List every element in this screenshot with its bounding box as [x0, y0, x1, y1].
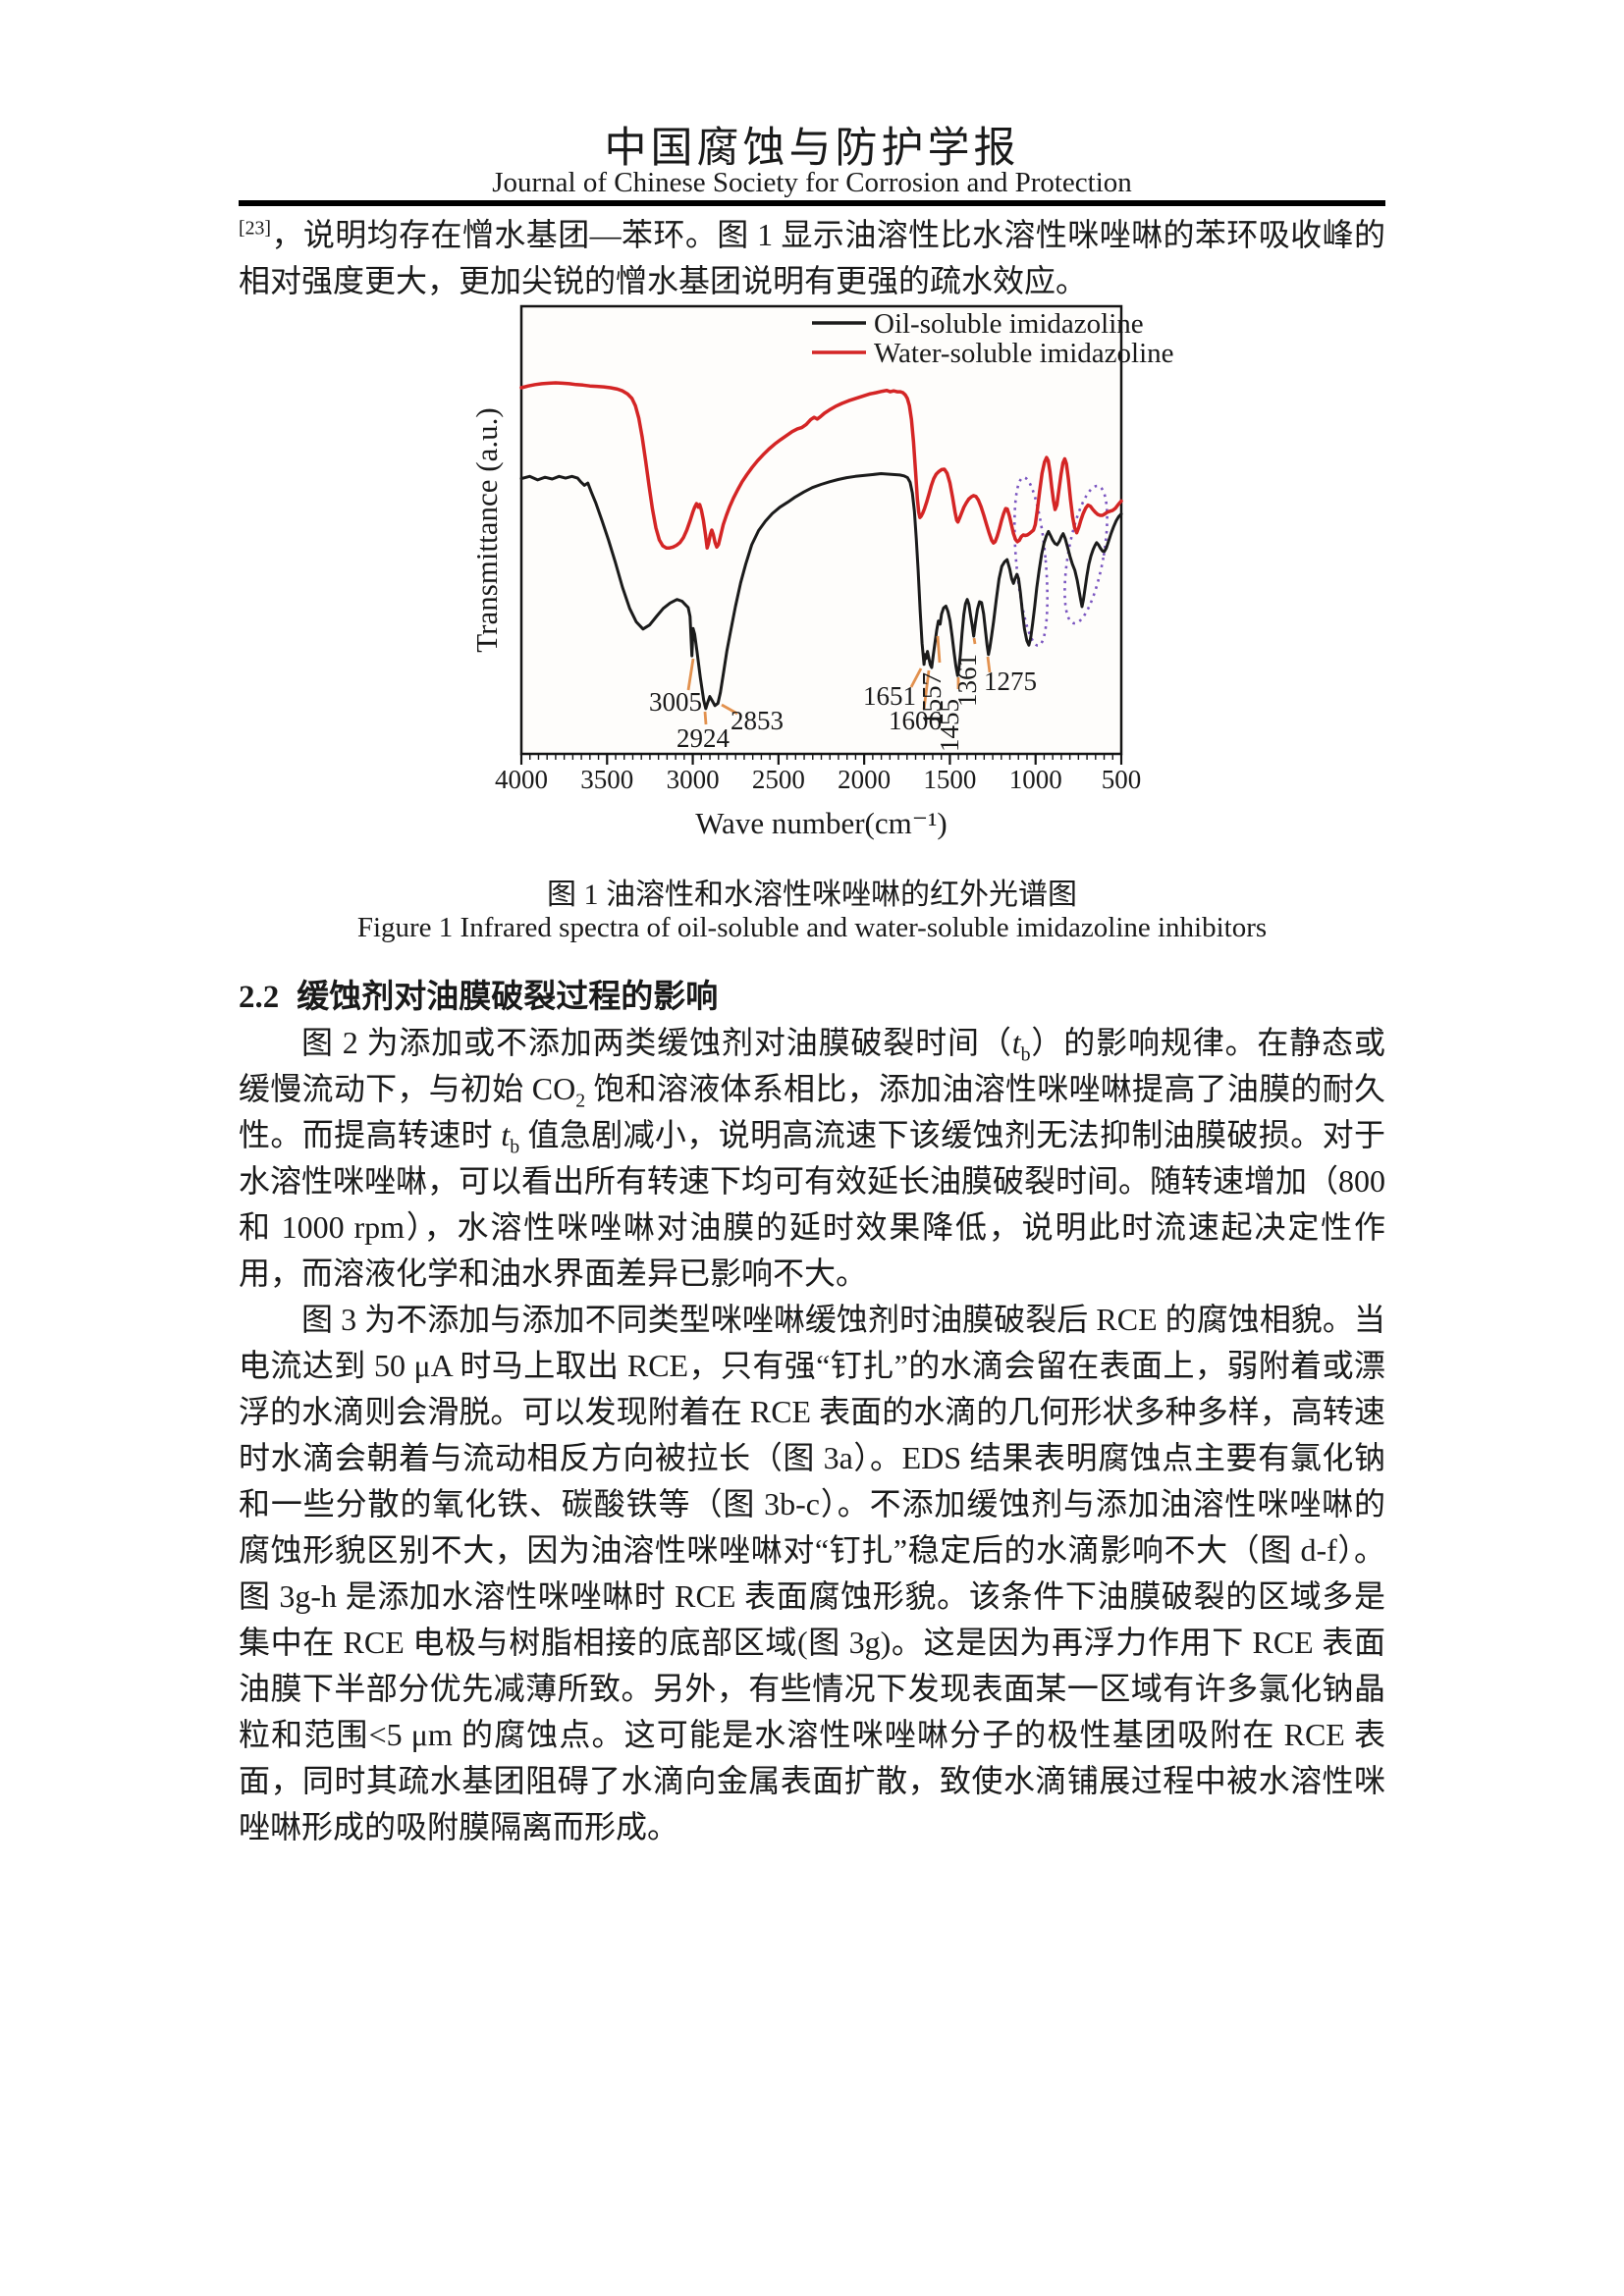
peak-label: 1275: [984, 667, 1037, 696]
peak-leader-line: [922, 669, 931, 711]
x-tick-label: 500: [1102, 765, 1142, 794]
peak-label: 1361: [952, 654, 982, 707]
x-axis-title: Wave number(cm⁻¹): [695, 806, 947, 840]
figure-caption-cn: 图 1 油溶性和水溶性咪唑啉的红外光谱图: [547, 879, 1077, 911]
peak-leader-line: [703, 711, 708, 725]
x-tick-label: 2500: [752, 765, 805, 794]
peak-leader-line: [909, 667, 923, 688]
peak-label: 1455: [935, 699, 964, 752]
peak-leader-line: [936, 635, 942, 664]
plot-border: [519, 304, 1123, 756]
peak-label: 1557: [917, 672, 947, 725]
paragraph-1: 图 2 为添加或不添加两类缓蚀剂对油膜破裂时间（tb）的影响规律。在静态或缓慢流…: [239, 1025, 1386, 1291]
peak-label: 2853: [731, 706, 784, 735]
legend-label: Water-soluble imidazoline: [874, 338, 1174, 369]
intro-paragraph: [23]，说明均存在憎水基团—苯环。图 1 显示油溶性比水溶性咪唑啉的苯环吸收峰…: [239, 217, 1385, 298]
journal-title-en: Journal of Chinese Society for Corrosion…: [492, 167, 1132, 198]
x-tick-label: 1500: [923, 765, 976, 794]
paragraph-2: 图 3 为不添加与添加不同类型咪唑啉缓蚀剂时油膜破裂后 RCE 的腐蚀相貌。当电…: [239, 1302, 1385, 1844]
peak-label: 1606: [889, 706, 942, 735]
figure-1-chart: 4000 3500 3000 2500 2000 1500 1000 500 Wave numb…: [422, 293, 1218, 852]
peak-leader-line: [721, 703, 738, 716]
peak-label: 1651: [863, 681, 916, 711]
peak-leader-line: [972, 637, 977, 645]
peak-label: 2924: [677, 723, 731, 753]
journal-title-cn: 中国腐蚀与防护学报: [604, 126, 1020, 172]
x-tick-label: 3500: [580, 765, 633, 794]
x-tick-label: 2000: [838, 765, 891, 794]
y-axis-title: Transmittance (a.u.): [469, 407, 504, 652]
peak-leader-line: [686, 658, 695, 691]
water-soluble-curve: [519, 381, 1123, 550]
legend-label: Oil-soluble imidazoline: [874, 308, 1144, 340]
x-tick-label: 4000: [495, 765, 548, 794]
body-text: 图 2 为添加或不添加两类缓蚀剂对油膜破裂时间（tb）的影响规律。在静态或缓慢流…: [239, 1020, 1385, 1850]
section-heading: 2.2 缓蚀剂对油膜破裂过程的影响: [239, 970, 1385, 1017]
oil-soluble-curve: [519, 472, 1123, 711]
section-title: 缓蚀剂对油膜破裂过程的影响: [297, 980, 719, 1015]
section-number: 2.2: [239, 980, 280, 1015]
ir-spectra-plot: 4000 3500 3000 2500 2000 1500 1000 500 Wave numb…: [469, 304, 1174, 840]
x-tick-label: 3000: [667, 765, 720, 794]
highlight-ellipse: [1012, 476, 1050, 647]
figure-caption-en: Figure 1 Infrared spectra of oil-soluble…: [356, 912, 1268, 943]
peak-leader-line: [986, 656, 992, 673]
x-tick-label: 1000: [1009, 765, 1062, 794]
header-rule: [239, 200, 1385, 206]
peak-label: 3005: [649, 687, 702, 717]
